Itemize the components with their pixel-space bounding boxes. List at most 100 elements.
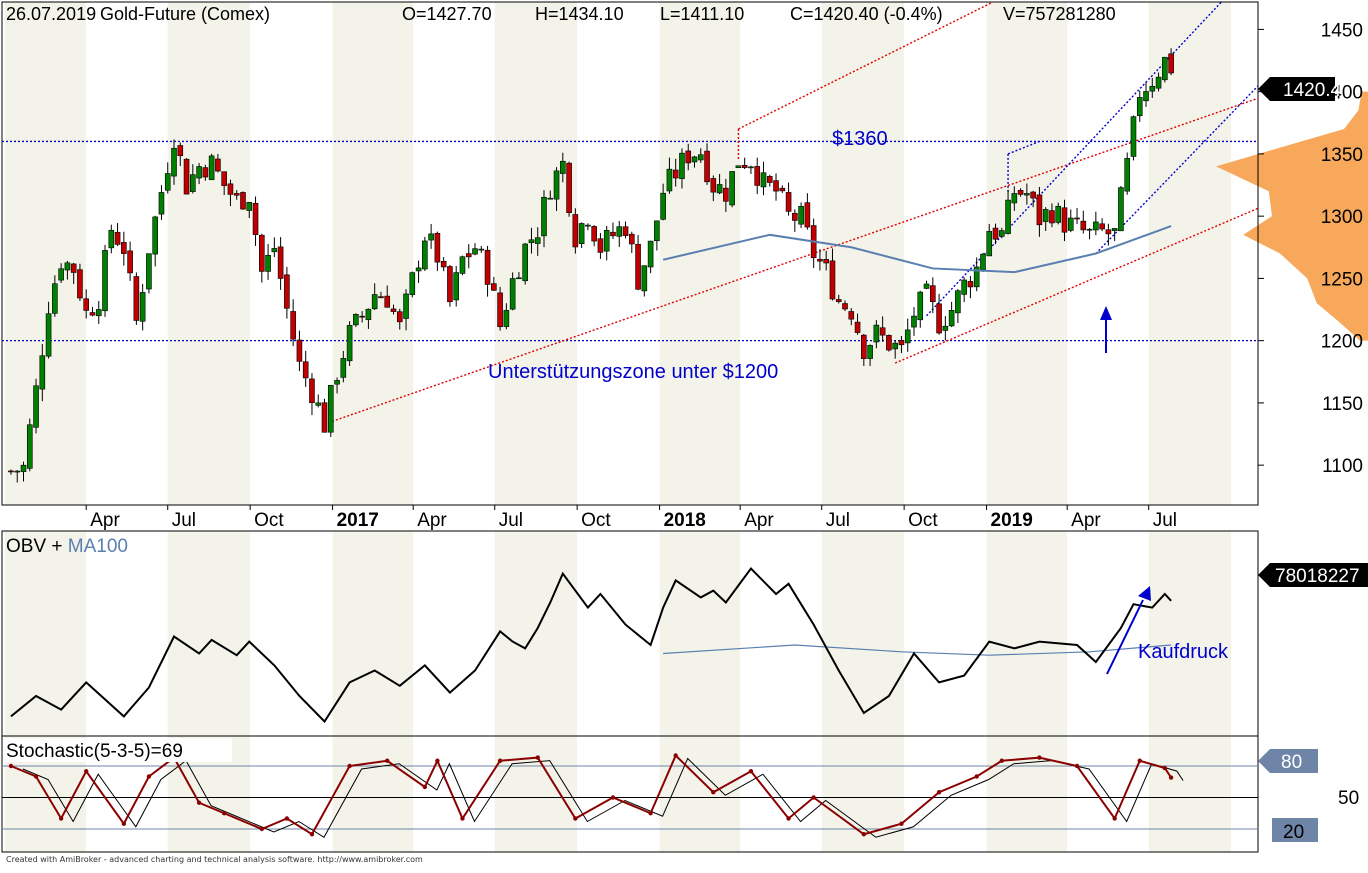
price-candle bbox=[660, 183, 666, 221]
quarter-shade bbox=[250, 531, 333, 736]
quarter-shade bbox=[1231, 531, 1258, 736]
svg-text:78018227: 78018227 bbox=[1275, 566, 1360, 587]
price-candle bbox=[14, 470, 21, 483]
x-tick-label: 2019 bbox=[991, 510, 1033, 531]
price-candle bbox=[867, 344, 873, 367]
quarter-shade bbox=[986, 531, 1068, 736]
price-candle bbox=[1155, 72, 1162, 92]
stoch-point bbox=[221, 811, 227, 816]
stoch-point bbox=[460, 816, 465, 821]
stoch-point bbox=[259, 826, 265, 832]
price-candle bbox=[710, 175, 717, 202]
price-candle bbox=[334, 377, 340, 394]
price-candle bbox=[760, 161, 767, 196]
price-candle bbox=[1111, 228, 1118, 242]
price-candle bbox=[190, 164, 196, 194]
price-candle bbox=[691, 155, 698, 168]
price-candle bbox=[152, 215, 158, 267]
x-tick-label: Oct bbox=[908, 510, 938, 531]
price-candle bbox=[572, 208, 579, 254]
footer-credit: Created with AmiBroker - advanced charti… bbox=[6, 855, 423, 864]
price-candle bbox=[8, 469, 14, 475]
quarter-shade bbox=[904, 2, 987, 505]
price-candle bbox=[1061, 199, 1068, 242]
buy-pressure-arrow-icon bbox=[1106, 586, 1151, 675]
quarter-shade bbox=[1067, 736, 1149, 852]
price-candle bbox=[26, 418, 33, 472]
price-candle bbox=[1105, 223, 1112, 246]
y-tick-label: 1350 bbox=[1321, 145, 1363, 166]
quarter-shade bbox=[1148, 531, 1232, 736]
stoch-signal-line bbox=[22, 757, 1184, 838]
price-candle bbox=[998, 227, 1005, 239]
price-candle bbox=[641, 265, 648, 297]
moving-average-line bbox=[662, 225, 1172, 274]
price-candle bbox=[365, 308, 372, 329]
price-candle bbox=[45, 301, 52, 359]
price-candle bbox=[171, 139, 177, 185]
header-date: 26.07.2019 bbox=[6, 4, 96, 24]
stoch-point bbox=[1074, 763, 1080, 769]
quarter-shade bbox=[167, 2, 251, 505]
stoch-point bbox=[610, 795, 616, 800]
price-candle bbox=[1017, 188, 1024, 197]
quarter-shade bbox=[332, 736, 414, 852]
x-tick-label: 2018 bbox=[664, 510, 706, 531]
quarter-shade bbox=[821, 2, 905, 505]
price-candle bbox=[610, 222, 616, 239]
quarter-shade bbox=[413, 531, 495, 736]
svg-text:80: 80 bbox=[1281, 752, 1302, 773]
price-candle bbox=[240, 191, 246, 210]
stoch-point bbox=[648, 811, 653, 816]
price-candle bbox=[340, 350, 347, 383]
price-candle bbox=[233, 190, 240, 200]
price-candle bbox=[1149, 77, 1156, 98]
price-candle bbox=[378, 291, 384, 299]
stoch-point bbox=[309, 832, 315, 837]
price-candle bbox=[1099, 218, 1105, 232]
price-candle bbox=[1049, 203, 1055, 228]
price-candle bbox=[716, 174, 723, 195]
stoch-point bbox=[497, 758, 503, 763]
price-candle bbox=[1124, 152, 1131, 195]
stoch-panel-frame bbox=[1, 735, 1259, 853]
price-candle bbox=[942, 316, 949, 341]
stoch-point bbox=[1137, 758, 1142, 763]
price-candle bbox=[798, 202, 804, 229]
price-candle bbox=[679, 148, 685, 189]
price-candle bbox=[33, 378, 39, 434]
quarter-shade bbox=[1067, 531, 1149, 736]
price-candle bbox=[1067, 209, 1074, 233]
x-tick-label: Apr bbox=[417, 510, 447, 531]
x-tick-label: Apr bbox=[1071, 510, 1101, 531]
quarter-shade bbox=[659, 531, 741, 736]
price-candle bbox=[1118, 186, 1124, 232]
price-candle bbox=[497, 286, 503, 331]
obv-title: OBV + MA100 bbox=[6, 536, 128, 557]
price-candle bbox=[566, 161, 572, 217]
price-candle bbox=[898, 335, 905, 353]
price-candle bbox=[672, 158, 679, 187]
price-candle bbox=[773, 173, 779, 201]
stoch-point bbox=[573, 816, 578, 821]
price-candle bbox=[1093, 211, 1099, 236]
x-tick-label: Oct bbox=[581, 510, 611, 531]
obv-title-ma: MA100 bbox=[68, 536, 128, 557]
price-candle bbox=[904, 318, 911, 352]
price-candle bbox=[409, 271, 416, 298]
volume-profile bbox=[1216, 91, 1368, 341]
price-candle bbox=[735, 165, 742, 169]
price-candle bbox=[327, 384, 334, 438]
stoch-point bbox=[673, 753, 678, 758]
header-close: C=1420.40 (-0.4%) bbox=[790, 4, 943, 24]
price-candle bbox=[591, 225, 597, 247]
quarter-shade bbox=[1148, 2, 1232, 505]
trend-channel-line bbox=[1007, 140, 1040, 155]
price-candle bbox=[792, 209, 798, 232]
price-candle bbox=[252, 196, 259, 246]
quarter-shade bbox=[1148, 736, 1232, 852]
price-candle bbox=[321, 398, 328, 433]
price-candle bbox=[453, 266, 460, 307]
quarter-shade bbox=[577, 2, 660, 505]
